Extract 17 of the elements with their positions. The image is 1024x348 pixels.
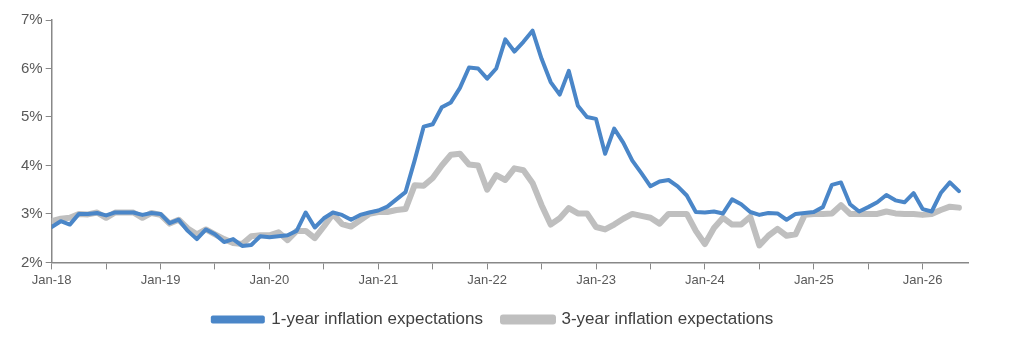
y-tick-label: 4% [20, 155, 43, 173]
x-tick-label: Jan-26 [902, 271, 943, 287]
y-tick-label: 3% [20, 204, 43, 222]
y-tick-label: 6% [20, 58, 43, 76]
x-tick-label: Jan-25 [793, 271, 834, 287]
x-tick-label: Jan-21 [358, 271, 399, 287]
x-tick-label: Jan-22 [467, 271, 508, 287]
legend-label: 3-year inflation expectations [561, 309, 774, 329]
x-tick-label: Jan-24 [685, 271, 725, 287]
x-tick-label: Jan-19 [140, 271, 181, 287]
x-tick-label: Jan-23 [576, 271, 616, 287]
y-tick-label: 7% [20, 10, 43, 28]
legend-label: 1-year inflation expectations [271, 309, 484, 329]
y-tick-label: 5% [20, 107, 43, 125]
x-tick-label: Jan-18 [31, 271, 72, 287]
x-tick-label: Jan-20 [249, 271, 290, 287]
y-tick-label: 2% [20, 252, 43, 270]
